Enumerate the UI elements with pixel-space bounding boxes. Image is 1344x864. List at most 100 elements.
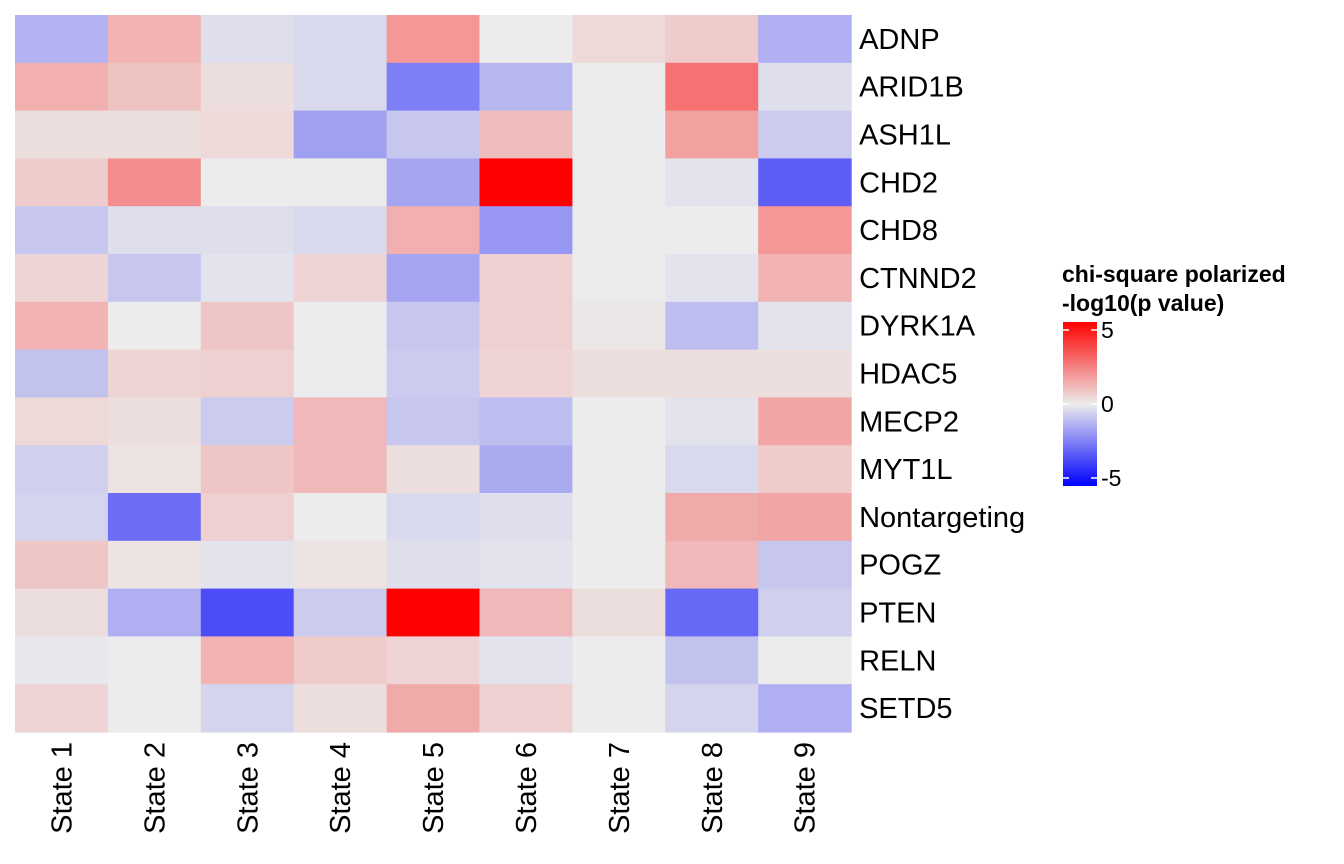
row-label: RELN xyxy=(859,645,936,677)
heatmap-cell xyxy=(200,493,295,542)
heatmap-cell xyxy=(107,445,202,494)
heatmap-cell xyxy=(665,636,759,685)
heatmap-cell xyxy=(107,206,202,255)
heatmap-cell xyxy=(479,397,573,446)
heatmap-cell xyxy=(572,493,666,542)
heatmap-cell xyxy=(200,15,295,64)
heatmap-cell xyxy=(479,110,573,159)
heatmap-cell xyxy=(479,493,573,542)
heatmap-cell xyxy=(386,540,481,590)
column-label: State 8 xyxy=(697,742,729,834)
heatmap-cell xyxy=(200,445,295,494)
legend-tick-label: 0 xyxy=(1101,391,1114,417)
heatmap-cell xyxy=(665,110,759,159)
heatmap-cell xyxy=(479,206,573,255)
heatmap-cell xyxy=(758,397,852,446)
heatmap-cell xyxy=(386,15,481,64)
heatmap-cell xyxy=(293,15,388,64)
heatmap-cell xyxy=(293,206,388,255)
heatmap-cell xyxy=(15,684,109,733)
heatmap-cell xyxy=(293,493,388,542)
row-label: CTNND2 xyxy=(859,263,977,295)
row-label: POGZ xyxy=(859,550,941,582)
legend-title-line1: chi-square polarized xyxy=(1062,261,1286,287)
heatmap-cell xyxy=(665,588,759,637)
heatmap-cell xyxy=(293,445,388,494)
heatmap-cell xyxy=(758,540,852,590)
heatmap-cell xyxy=(572,349,666,398)
heatmap-cell xyxy=(293,301,388,351)
column-label: State 6 xyxy=(511,742,543,834)
heatmap-cell xyxy=(386,206,481,255)
column-label: State 4 xyxy=(325,742,357,834)
heatmap-cell xyxy=(15,397,109,446)
row-label: CHD8 xyxy=(859,215,938,247)
heatmap-cell xyxy=(386,254,481,303)
heatmap-cell xyxy=(15,445,109,494)
heatmap-cell xyxy=(386,62,481,112)
row-label: MYT1L xyxy=(859,454,952,486)
heatmap-cell xyxy=(572,540,666,590)
heatmap-cell xyxy=(200,636,295,685)
heatmap-cell xyxy=(758,15,852,64)
heatmap-cell xyxy=(758,110,852,159)
heatmap-cell xyxy=(572,301,666,351)
heatmap-cell xyxy=(479,636,573,685)
row-label: SETD5 xyxy=(859,693,952,725)
row-label: HDAC5 xyxy=(859,359,957,391)
heatmap-cell xyxy=(107,636,202,685)
heatmap-cell xyxy=(15,588,109,637)
heatmap-cell xyxy=(758,206,852,255)
heatmap-cell xyxy=(665,15,759,64)
heatmap-cell xyxy=(200,684,295,733)
heatmap-cell xyxy=(665,301,759,351)
column-labels: State 1 State 2 State 3 State 4 State 5 State… xyxy=(46,742,821,834)
heatmap-cell xyxy=(15,349,109,398)
heatmap-cell xyxy=(293,110,388,159)
heatmap-cell xyxy=(15,110,109,159)
row-label: PTEN xyxy=(859,598,936,630)
heatmap-cell xyxy=(386,110,481,159)
heatmap-cell xyxy=(386,301,481,351)
heatmap-cell xyxy=(200,397,295,446)
row-label: MECP2 xyxy=(859,406,959,438)
heatmap-cell xyxy=(758,62,852,112)
heatmap-cell xyxy=(572,206,666,255)
heatmap-cell xyxy=(293,158,388,207)
heatmap-cell xyxy=(758,349,852,398)
heatmap-cell xyxy=(293,397,388,446)
column-label: State 5 xyxy=(418,742,450,834)
column-label: State 1 xyxy=(46,742,78,834)
heatmap-cell xyxy=(293,540,388,590)
column-label: State 7 xyxy=(604,742,636,834)
heatmap-cell xyxy=(386,588,481,637)
heatmap-cell xyxy=(758,445,852,494)
heatmap-cell xyxy=(479,15,573,64)
heatmap-cell xyxy=(107,588,202,637)
heatmap-cell xyxy=(758,301,852,351)
legend: chi-square polarized -log10(p value) 5 0 -… xyxy=(1062,261,1286,491)
heatmap-cell xyxy=(572,636,666,685)
heatmap-cell xyxy=(479,62,573,112)
heatmap-cell xyxy=(479,684,573,733)
heatmap-cell xyxy=(293,588,388,637)
heatmap-cell xyxy=(665,62,759,112)
heatmap-cell xyxy=(15,158,109,207)
heatmap-cell xyxy=(107,493,202,542)
heatmap-cell xyxy=(386,397,481,446)
heatmap-cell xyxy=(479,588,573,637)
heatmap-cell xyxy=(293,349,388,398)
heatmap-cell xyxy=(572,588,666,637)
heatmap-cell xyxy=(572,254,666,303)
heatmap-cell xyxy=(200,301,295,351)
heatmap-cell xyxy=(15,62,109,112)
heatmap-cell xyxy=(572,684,666,733)
heatmap-cell xyxy=(107,62,202,112)
heatmap-cell xyxy=(15,493,109,542)
row-label: Nontargeting xyxy=(859,502,1025,534)
heatmap-cell xyxy=(386,684,481,733)
column-label: State 9 xyxy=(790,742,822,834)
row-label: ASH1L xyxy=(859,120,951,152)
heatmap-cell xyxy=(15,15,109,64)
